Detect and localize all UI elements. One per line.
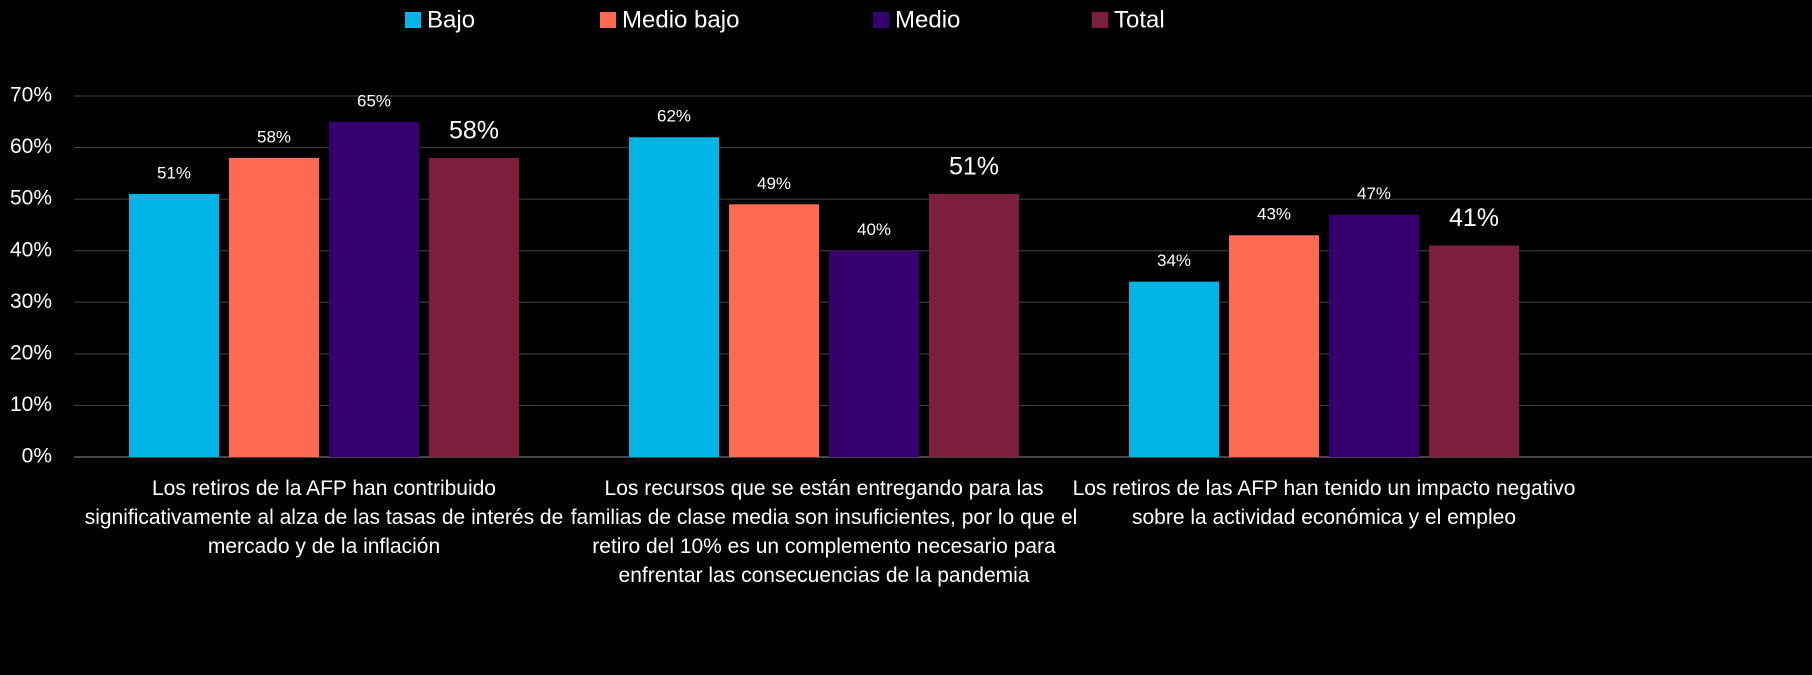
value-label: 51% [949,153,999,181]
value-label: 58% [257,127,291,146]
bar [1229,235,1319,457]
x-tick-label: Los retiros de las AFP han tenido un imp… [1072,477,1576,529]
legend-swatch [405,12,421,28]
value-label: 40% [857,220,891,239]
value-label: 34% [1157,251,1191,270]
value-label: 47% [1357,184,1391,203]
value-label: 49% [757,174,791,193]
y-tick-label: 10% [10,393,52,416]
legend-swatch [600,12,616,28]
legend-label: Medio [895,6,960,33]
value-label: 41% [1449,204,1499,232]
y-tick-label: 40% [10,238,52,261]
bar [329,121,419,458]
value-label: 65% [357,91,391,110]
y-tick-label: 50% [10,187,52,210]
bar [1429,245,1519,457]
x-tick-label: Los recursos que se están entregando par… [570,477,1078,587]
y-tick-label: 60% [10,135,52,158]
y-tick-label: 30% [10,290,52,313]
value-label: 58% [449,116,499,144]
bar [1129,281,1219,457]
y-tick-label: 20% [10,341,52,364]
bar [229,157,319,457]
bar [1329,214,1419,457]
legend-label: Bajo [427,6,475,33]
legend-label: Total [1114,6,1165,33]
x-tick-label-box: Los retiros de las AFP han tenido un imp… [1072,477,1576,529]
bar [929,193,1019,457]
bar [429,157,519,457]
x-tick-label-box: Los recursos que se están entregando par… [570,477,1078,587]
y-tick-label: 70% [10,84,52,107]
bar [629,137,719,457]
value-label: 51% [157,163,191,182]
legend-swatch [873,12,889,28]
bar [829,250,919,457]
x-tick-label: Los retiros de la AFP han contribuido si… [84,477,564,558]
value-label: 43% [1257,205,1291,224]
x-tick-label-box: Los retiros de la AFP han contribuido si… [84,477,564,558]
bar [729,204,819,457]
value-label: 62% [657,107,691,126]
legend-label: Medio bajo [622,6,739,33]
y-tick-label: 0% [22,445,52,468]
bar [129,193,219,457]
legend-swatch [1092,12,1108,28]
